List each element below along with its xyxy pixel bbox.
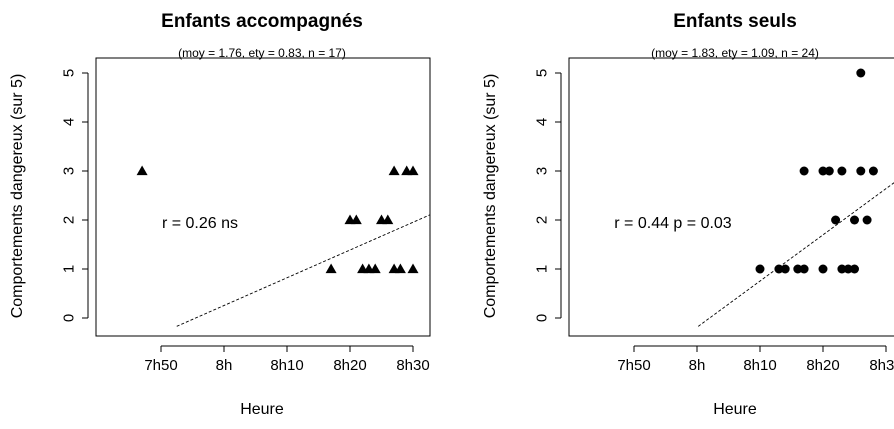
triangle-point <box>326 264 337 274</box>
circle-point <box>856 69 865 78</box>
circle-point <box>819 265 828 274</box>
x-axis-label: Heure <box>240 401 284 418</box>
regression-line <box>698 156 894 326</box>
plot-frame <box>96 58 430 336</box>
panel-enfants-seuls: Enfants seuls (moy = 1.83, ety = 1.09, n… <box>482 11 894 418</box>
y-tick-label: 0 <box>61 314 78 322</box>
x-tick-label: 8h20 <box>333 357 366 374</box>
circle-point <box>800 167 809 176</box>
y-tick-label: 0 <box>534 314 551 322</box>
y-tick-label: 5 <box>61 69 78 77</box>
y-tick-label: 3 <box>61 167 78 175</box>
x-tick-label: 8h30 <box>396 357 429 374</box>
triangle-point <box>137 166 148 176</box>
y-tick-label: 2 <box>534 216 551 224</box>
y-tick-label: 4 <box>61 118 78 126</box>
correlation-annotation: r = 0.26 ns <box>162 215 238 232</box>
circle-point <box>850 265 859 274</box>
x-tick-label: 7h50 <box>617 357 650 374</box>
x-tick-label: 7h50 <box>144 357 177 374</box>
y-axis-label: Comportements dangereux (sur 5) <box>482 74 499 319</box>
triangle-point <box>408 264 419 274</box>
circle-point <box>869 167 878 176</box>
y-tick-label: 2 <box>61 216 78 224</box>
axis-ticks: 7h50 8h 8h10 8h20 8h30 0 1 2 3 4 5 <box>61 69 430 374</box>
chart-title: Enfants accompagnés <box>161 11 363 32</box>
chart-title: Enfants seuls <box>673 11 797 32</box>
circle-point <box>825 167 834 176</box>
y-tick-label: 1 <box>534 265 551 273</box>
panel-enfants-accompagnes: Enfants accompagnés (moy = 1.76, ety = 0… <box>9 11 457 418</box>
y-axis-label: Comportements dangereux (sur 5) <box>9 74 26 319</box>
circle-point <box>850 216 859 225</box>
circle-point <box>781 265 790 274</box>
circle-point <box>756 265 765 274</box>
data-points <box>698 69 894 327</box>
x-tick-label: 8h <box>689 357 706 374</box>
circle-point <box>856 167 865 176</box>
y-tick-label: 4 <box>534 118 551 126</box>
data-points <box>137 166 458 327</box>
x-axis-label: Heure <box>713 401 757 418</box>
x-tick-label: 8h10 <box>270 357 303 374</box>
circle-point <box>800 265 809 274</box>
plot-frame <box>569 58 894 336</box>
circle-point <box>837 167 846 176</box>
y-tick-label: 3 <box>534 167 551 175</box>
circle-point <box>831 216 840 225</box>
y-tick-label: 1 <box>61 265 78 273</box>
x-tick-label: 8h10 <box>743 357 776 374</box>
circle-point <box>863 216 872 225</box>
x-tick-label: 8h <box>216 357 233 374</box>
x-tick-label: 8h30 <box>869 357 894 374</box>
correlation-annotation: r = 0.44 p = 0.03 <box>614 215 732 232</box>
triangle-point <box>389 166 400 176</box>
x-tick-label: 8h20 <box>806 357 839 374</box>
y-tick-label: 5 <box>534 69 551 77</box>
